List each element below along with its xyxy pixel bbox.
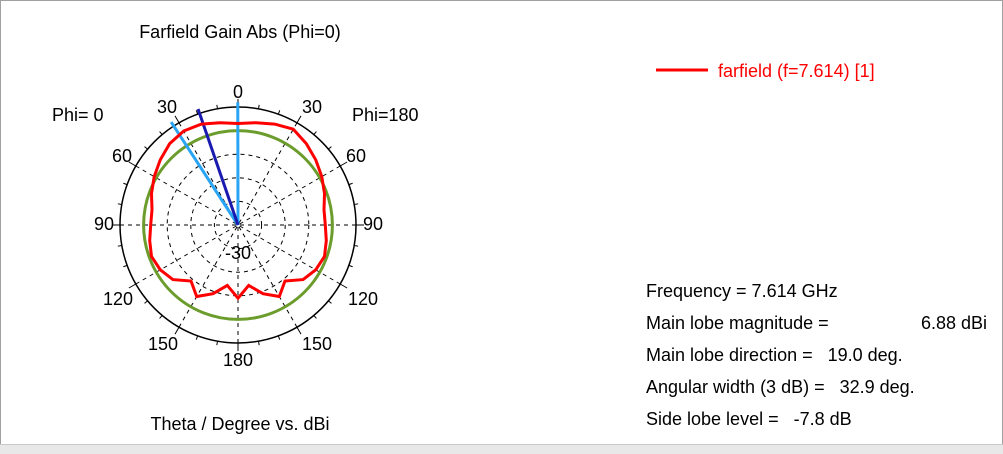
grid-tick bbox=[278, 336, 279, 340]
theta-tick-top-left: 30 bbox=[157, 97, 177, 117]
grid-tick bbox=[129, 284, 136, 288]
theta-tick-150-right: 150 bbox=[302, 334, 332, 354]
grid-tick bbox=[328, 147, 331, 150]
theta-tick-90-right: 90 bbox=[363, 214, 383, 234]
grid-tick bbox=[196, 336, 197, 340]
grid-tick bbox=[123, 265, 127, 266]
grid-tick bbox=[278, 110, 279, 114]
theta-tick-top-right: 30 bbox=[302, 97, 322, 117]
grid-tick bbox=[160, 315, 163, 318]
legend-label: farfield (f=7.614) [1] bbox=[718, 61, 875, 81]
grid-tick bbox=[349, 265, 353, 266]
info-frequency: Frequency = 7.614 GHz bbox=[646, 281, 838, 301]
grid-tick bbox=[258, 105, 259, 109]
info-angular-width: Angular width (3 dB) = 32.9 deg. bbox=[646, 377, 915, 397]
grid-tick bbox=[354, 204, 358, 205]
info-magnitude-label: Main lobe magnitude = bbox=[646, 313, 829, 333]
grid-tick bbox=[258, 341, 259, 345]
grid-tick bbox=[297, 116, 301, 123]
grid-tick bbox=[314, 132, 317, 135]
phi-right-label: Phi=180 bbox=[352, 105, 419, 125]
grid-tick bbox=[328, 301, 331, 304]
main-lobe-markers bbox=[171, 102, 238, 225]
theta-tick-60-right: 60 bbox=[346, 146, 366, 166]
grid-tick bbox=[314, 315, 317, 318]
grid-tick bbox=[349, 183, 353, 184]
grid-tick bbox=[160, 132, 163, 135]
phi-left-label: Phi= 0 bbox=[52, 105, 104, 125]
theta-tick-180: 180 bbox=[223, 350, 253, 370]
grid-tick bbox=[340, 284, 347, 288]
grid-tick bbox=[145, 147, 148, 150]
chart-title: Farfield Gain Abs (Phi=0) bbox=[139, 22, 341, 42]
theta-tick-60-left: 60 bbox=[112, 146, 132, 166]
theta-tick-120-right: 120 bbox=[348, 289, 378, 309]
theta-tick-120-left: 120 bbox=[103, 289, 133, 309]
info-direction: Main lobe direction = 19.0 deg. bbox=[646, 345, 903, 365]
theta-tick-top-center: 0 bbox=[233, 82, 243, 102]
grid-tick bbox=[217, 341, 218, 345]
info-side-lobe: Side lobe level = -7.8 dB bbox=[646, 409, 852, 429]
center-radius-label: -30 bbox=[225, 243, 251, 263]
grid-tick bbox=[145, 301, 148, 304]
grid-tick bbox=[123, 183, 127, 184]
grid-tick bbox=[118, 204, 122, 205]
grid-tick bbox=[118, 245, 122, 246]
grid-tick bbox=[217, 105, 218, 109]
grid-tick bbox=[354, 245, 358, 246]
theta-tick-150-left: 150 bbox=[148, 334, 178, 354]
theta-tick-90-left: 90 bbox=[94, 214, 114, 234]
grid-tick bbox=[297, 327, 301, 334]
info-magnitude-value: 6.88 dBi bbox=[921, 313, 987, 333]
x-axis-label: Theta / Degree vs. dBi bbox=[150, 414, 329, 434]
